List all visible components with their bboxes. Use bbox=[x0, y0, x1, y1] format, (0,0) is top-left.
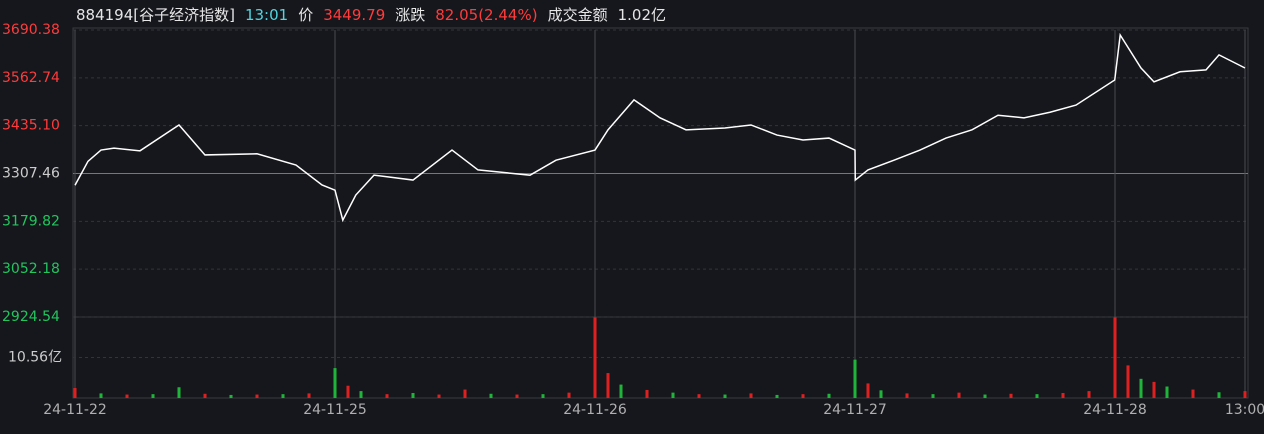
volume-bar bbox=[346, 385, 350, 398]
volume-bar bbox=[775, 394, 779, 398]
volume-bar bbox=[1087, 391, 1091, 398]
volume-bar bbox=[125, 394, 129, 398]
volume-bar bbox=[1113, 317, 1117, 398]
price-label: 价 bbox=[298, 6, 314, 24]
amount: 1.02亿 bbox=[617, 6, 666, 24]
volume-bar bbox=[931, 394, 935, 398]
volume-bar bbox=[73, 388, 77, 398]
volume-bar bbox=[879, 390, 883, 398]
volume-bar bbox=[1243, 391, 1247, 398]
header: 884194[谷子经济指数] 13:01 价 3449.79 涨跌 82.05(2.44%… bbox=[76, 4, 676, 25]
volume-bar bbox=[151, 394, 155, 398]
x-tick-label: 24-11-27 bbox=[823, 402, 887, 418]
volume-bar bbox=[749, 393, 753, 398]
y-tick-label: 3435.10 bbox=[2, 118, 60, 134]
y-tick-label: 3179.82 bbox=[2, 213, 60, 229]
volume-bar bbox=[866, 383, 870, 398]
volume-bar bbox=[541, 394, 545, 398]
volume-bar bbox=[359, 391, 363, 398]
volume-bar bbox=[1191, 389, 1195, 398]
volume-bar bbox=[983, 394, 987, 398]
volume-bar bbox=[1217, 392, 1221, 398]
volume-bar bbox=[645, 389, 649, 398]
volume-bar bbox=[203, 393, 207, 398]
x-tick-label: 24-11-28 bbox=[1083, 402, 1147, 418]
code: 884194[谷子经济指数] bbox=[76, 6, 235, 24]
change: 82.05(2.44%) bbox=[435, 6, 538, 24]
volume-bar bbox=[99, 393, 103, 398]
volume-bar bbox=[255, 394, 259, 398]
volume-bar bbox=[827, 393, 831, 398]
volume-bar bbox=[593, 317, 597, 398]
volume-bar bbox=[1061, 393, 1065, 398]
x-tick-label: 24-11-26 bbox=[563, 402, 627, 418]
volume-bar bbox=[853, 359, 857, 398]
volume-bar bbox=[606, 373, 610, 398]
amount-label: 成交金额 bbox=[547, 6, 608, 24]
volume-bar bbox=[281, 394, 285, 398]
volume-bar bbox=[801, 394, 805, 398]
volume-bar bbox=[333, 368, 337, 398]
volume-bar bbox=[697, 394, 701, 398]
volume-bar bbox=[463, 389, 467, 398]
volume-bar bbox=[1139, 378, 1143, 398]
volume-bar bbox=[723, 394, 727, 398]
volume-bar bbox=[671, 392, 675, 398]
volume-bar bbox=[1165, 386, 1169, 398]
frame bbox=[72, 27, 1249, 399]
volume-bar bbox=[489, 393, 493, 398]
y-tick-label: 10.56亿 bbox=[8, 350, 62, 366]
volume-bar bbox=[515, 394, 519, 398]
volume-bar bbox=[385, 394, 389, 398]
y-tick-label: 3562.74 bbox=[2, 70, 60, 86]
volume-bar bbox=[1035, 394, 1039, 398]
x-tick-label: 24-11-25 bbox=[303, 402, 367, 418]
y-tick-label: 3307.46 bbox=[2, 166, 60, 182]
change-label: 涨跌 bbox=[395, 6, 426, 24]
volume-bar bbox=[229, 394, 233, 398]
volume-bar bbox=[957, 392, 961, 398]
volume-bar bbox=[177, 387, 181, 398]
volume-bar bbox=[437, 394, 441, 398]
price-line bbox=[74, 32, 1246, 223]
volume-bar bbox=[1152, 381, 1156, 398]
volume-bar bbox=[411, 393, 415, 398]
price: 3449.79 bbox=[323, 6, 386, 24]
volume-bar bbox=[1126, 365, 1130, 398]
volume-bar bbox=[567, 392, 571, 398]
volume-bar bbox=[1009, 393, 1013, 398]
y-tick-label: 3052.18 bbox=[2, 261, 60, 277]
volume-bar bbox=[905, 393, 909, 398]
x-tick-label: 13:00 bbox=[1225, 402, 1264, 418]
volume-bar bbox=[619, 384, 623, 398]
y-tick-label: 2924.54 bbox=[2, 309, 60, 325]
y-tick-label: 3690.38 bbox=[2, 22, 60, 38]
x-tick-label: 24-11-22 bbox=[43, 402, 107, 418]
time: 13:01 bbox=[244, 6, 289, 24]
volume-bar bbox=[307, 393, 311, 398]
